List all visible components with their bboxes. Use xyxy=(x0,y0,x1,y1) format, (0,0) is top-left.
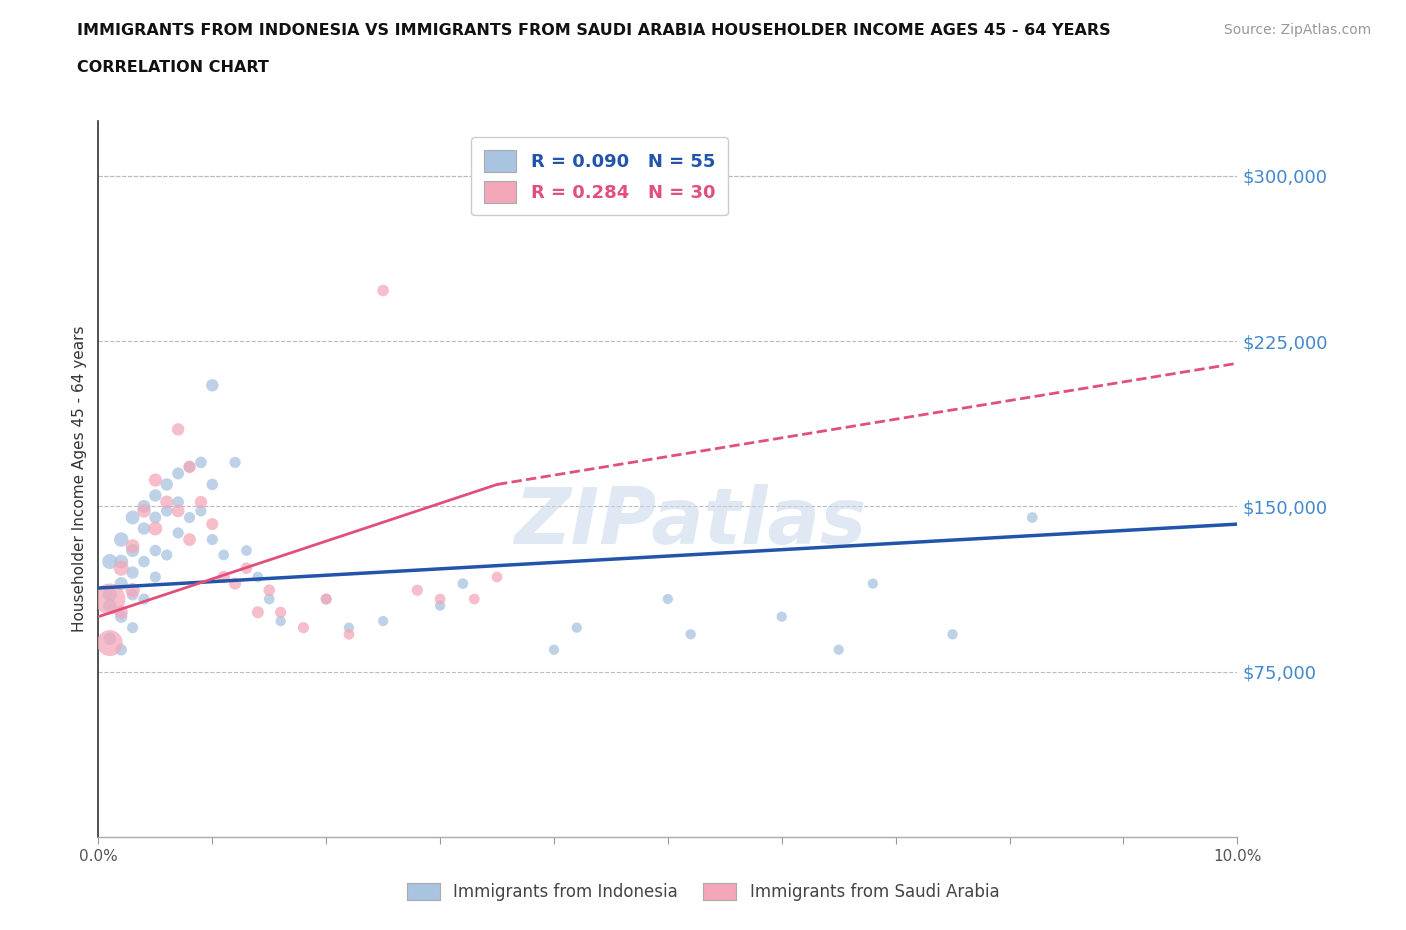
Point xyxy=(451,577,474,591)
Point xyxy=(212,569,235,584)
Point xyxy=(98,636,121,651)
Text: IMMIGRANTS FROM INDONESIA VS IMMIGRANTS FROM SAUDI ARABIA HOUSEHOLDER INCOME AGE: IMMIGRANTS FROM INDONESIA VS IMMIGRANTS … xyxy=(77,23,1111,38)
Point xyxy=(145,569,167,584)
Point xyxy=(167,422,190,437)
Point xyxy=(132,591,155,606)
Point xyxy=(259,583,281,598)
Point xyxy=(121,538,143,553)
Point xyxy=(657,591,679,606)
Point xyxy=(156,477,179,492)
Point xyxy=(167,495,190,510)
Point xyxy=(132,554,155,569)
Point xyxy=(770,609,793,624)
Point xyxy=(121,620,143,635)
Point xyxy=(156,503,179,518)
Point xyxy=(98,591,121,606)
Point xyxy=(862,577,884,591)
Point xyxy=(121,510,143,525)
Point xyxy=(373,614,395,629)
Point xyxy=(429,591,451,606)
Point xyxy=(201,517,224,532)
Legend: Immigrants from Indonesia, Immigrants from Saudi Arabia: Immigrants from Indonesia, Immigrants fr… xyxy=(399,876,1007,908)
Point xyxy=(121,565,143,580)
Point xyxy=(110,604,132,619)
Point xyxy=(145,472,167,487)
Point xyxy=(110,643,132,658)
Point xyxy=(98,554,121,569)
Point xyxy=(270,604,292,619)
Point xyxy=(190,455,212,470)
Point xyxy=(98,631,121,646)
Point xyxy=(145,521,167,536)
Point xyxy=(942,627,965,642)
Text: Source: ZipAtlas.com: Source: ZipAtlas.com xyxy=(1223,23,1371,37)
Text: ZIPatlas: ZIPatlas xyxy=(515,484,866,560)
Point xyxy=(429,598,451,613)
Point xyxy=(292,620,315,635)
Point xyxy=(110,554,132,569)
Point xyxy=(201,477,224,492)
Point xyxy=(246,604,269,619)
Text: CORRELATION CHART: CORRELATION CHART xyxy=(77,60,269,75)
Point xyxy=(1021,510,1043,525)
Point xyxy=(167,466,190,481)
Point xyxy=(235,543,257,558)
Point xyxy=(406,583,429,598)
Point xyxy=(270,614,292,629)
Legend: R = 0.090   N = 55, R = 0.284   N = 30: R = 0.090 N = 55, R = 0.284 N = 30 xyxy=(471,137,728,216)
Point xyxy=(145,488,167,503)
Point xyxy=(145,543,167,558)
Point xyxy=(315,591,337,606)
Point xyxy=(179,459,201,474)
Point xyxy=(179,459,201,474)
Point xyxy=(98,598,121,613)
Point xyxy=(259,591,281,606)
Point xyxy=(543,643,565,658)
Point xyxy=(132,503,155,518)
Point xyxy=(110,577,132,591)
Point xyxy=(156,548,179,563)
Point xyxy=(212,548,235,563)
Point xyxy=(132,499,155,514)
Point xyxy=(121,543,143,558)
Point xyxy=(179,510,201,525)
Point xyxy=(315,591,337,606)
Point xyxy=(98,587,121,602)
Point xyxy=(132,521,155,536)
Point xyxy=(224,455,246,470)
Point xyxy=(828,643,851,658)
Point xyxy=(679,627,702,642)
Point xyxy=(156,495,179,510)
Point xyxy=(373,283,395,298)
Point xyxy=(110,532,132,547)
Point xyxy=(235,561,257,576)
Point xyxy=(179,532,201,547)
Y-axis label: Householder Income Ages 45 - 64 years: Householder Income Ages 45 - 64 years xyxy=(72,326,87,632)
Point xyxy=(337,620,360,635)
Point xyxy=(145,510,167,525)
Point xyxy=(121,587,143,602)
Point xyxy=(246,569,269,584)
Point xyxy=(463,591,485,606)
Point xyxy=(167,525,190,540)
Point xyxy=(565,620,588,635)
Point xyxy=(190,503,212,518)
Point xyxy=(337,627,360,642)
Point xyxy=(110,609,132,624)
Point xyxy=(121,583,143,598)
Point xyxy=(201,532,224,547)
Point xyxy=(167,503,190,518)
Point xyxy=(486,569,509,584)
Point xyxy=(201,378,224,392)
Point xyxy=(110,561,132,576)
Point xyxy=(224,577,246,591)
Point xyxy=(190,495,212,510)
